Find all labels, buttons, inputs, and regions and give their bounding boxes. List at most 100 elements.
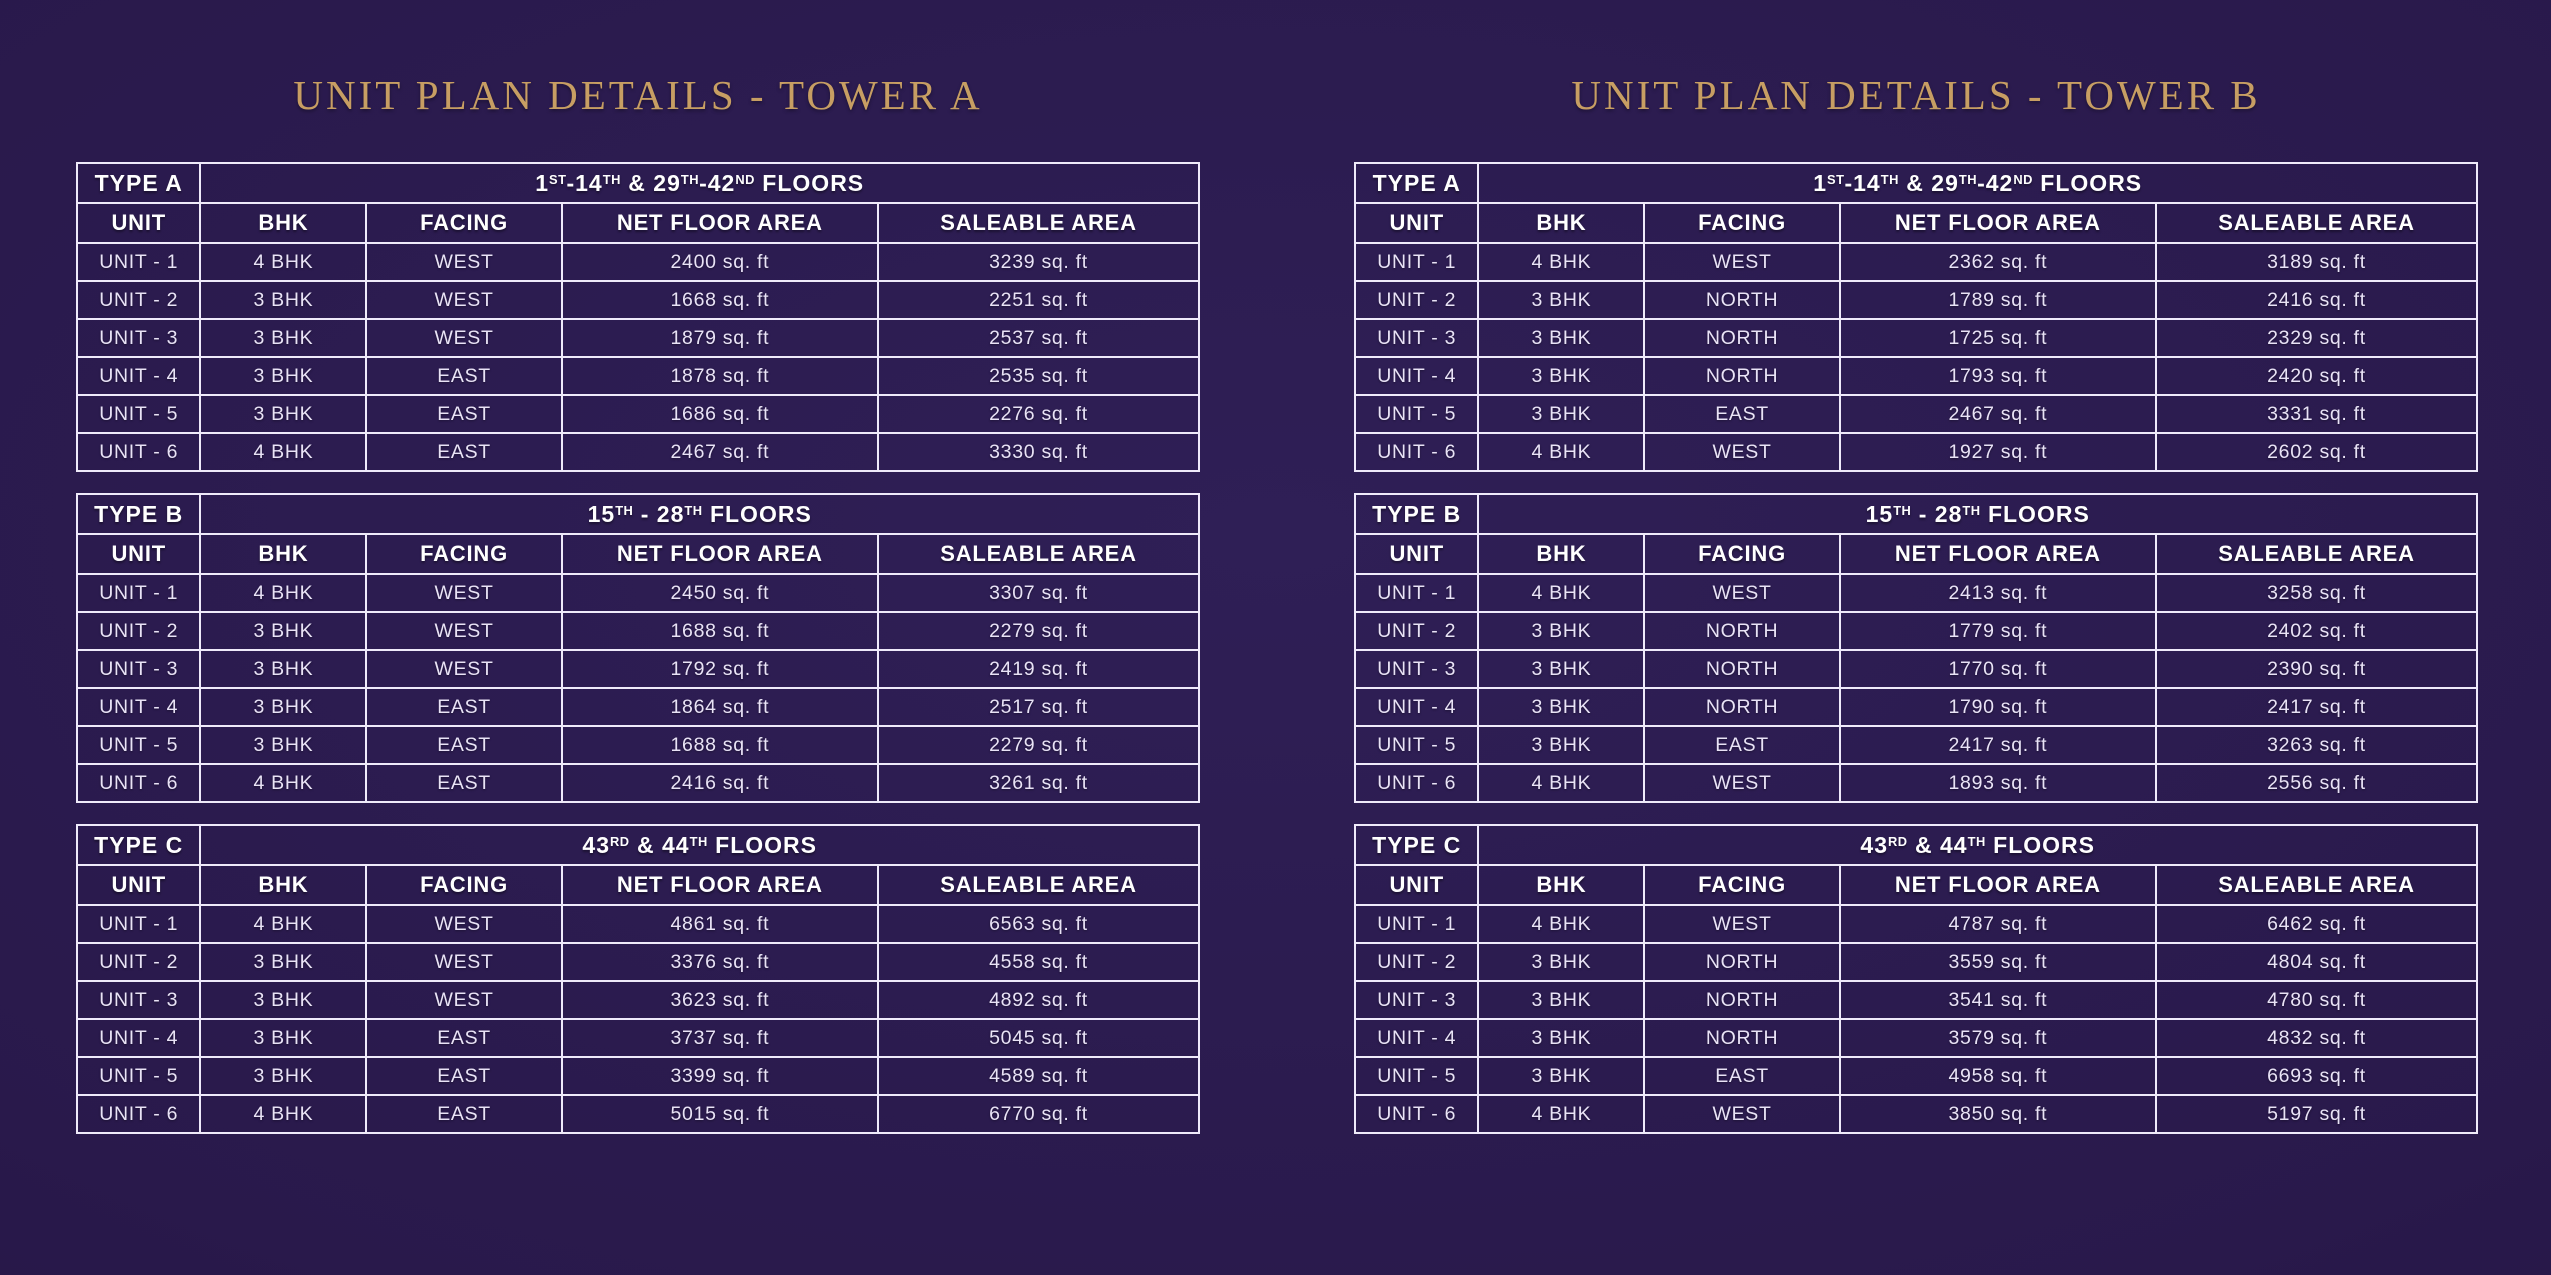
unit-cell: UNIT - 5 <box>75 725 202 765</box>
column-header-row: UNIT BHK FACING NET FLOOR AREA SALEABLE AREA <box>75 864 1200 906</box>
bhk-cell: 4 BHK <box>199 904 368 944</box>
bhk-cell: 3 BHK <box>199 318 368 358</box>
ordinal-superscript: TH <box>680 171 700 187</box>
facing-cell: NORTH <box>1643 318 1841 358</box>
facing-cell: EAST <box>365 1018 563 1058</box>
column-header: FACING <box>365 533 563 575</box>
column-header: FACING <box>1643 202 1841 244</box>
saleable-area-cell: 3263 sq. ft <box>2155 725 2478 765</box>
net-floor-area-cell: 1770 sq. ft <box>1838 649 2158 689</box>
facing-cell: NORTH <box>1643 356 1841 396</box>
net-floor-area-cell: 1790 sq. ft <box>1838 687 2158 727</box>
bhk-cell: 4 BHK <box>199 1094 368 1134</box>
saleable-area-cell: 2279 sq. ft <box>877 611 1200 651</box>
unit-cell: UNIT - 3 <box>1353 649 1480 689</box>
unit-plan-table: TYPE C 43RD & 44TH FLOORS UNIT BHK FACING NET… <box>75 824 1200 1134</box>
column-header: BHK <box>1477 202 1646 244</box>
column-header-row: UNIT BHK FACING NET FLOOR AREA SALEABLE AREA <box>1353 864 2478 906</box>
facing-cell: WEST <box>365 573 563 613</box>
ordinal-superscript: TH <box>1967 833 1986 849</box>
bhk-cell: 3 BHK <box>1477 649 1646 689</box>
net-floor-area-cell: 2467 sq. ft <box>560 432 880 472</box>
saleable-area-cell: 3330 sq. ft <box>877 432 1200 472</box>
net-floor-area-cell: 1789 sq. ft <box>1838 280 2158 320</box>
net-floor-area-cell: 4787 sq. ft <box>1838 904 2158 944</box>
column-header: FACING <box>365 202 563 244</box>
unit-cell: UNIT - 4 <box>75 1018 202 1058</box>
net-floor-area-cell: 1686 sq. ft <box>560 394 880 434</box>
saleable-area-cell: 3331 sq. ft <box>2155 394 2478 434</box>
net-floor-area-cell: 3579 sq. ft <box>1838 1018 2158 1058</box>
tower-a-tables: TYPE A 1ST-14TH & 29TH-42ND FLOORS UNIT BHK… <box>75 162 1200 1134</box>
tower-a-title: UNIT PLAN DETAILS - TOWER A <box>293 72 983 118</box>
net-floor-area-cell: 1792 sq. ft <box>560 649 880 689</box>
bhk-cell: 3 BHK <box>1477 394 1646 434</box>
net-floor-area-cell: 1688 sq. ft <box>560 611 880 651</box>
column-header: FACING <box>365 864 563 906</box>
ordinal-superscript: ST <box>549 171 567 187</box>
unit-plan-table: TYPE A 1ST-14TH & 29TH-42ND FLOORS UNIT BHK… <box>1353 162 2478 472</box>
tower-b-tables: TYPE A 1ST-14TH & 29TH-42ND FLOORS UNIT BHK… <box>1353 162 2478 1134</box>
ordinal-superscript: TH <box>1962 502 1981 518</box>
unit-cell: UNIT - 3 <box>75 318 202 358</box>
facing-cell: EAST <box>365 432 563 472</box>
bhk-cell: 3 BHK <box>199 1018 368 1058</box>
ordinal-superscript: TH <box>602 171 621 187</box>
unit-cell: UNIT - 1 <box>1353 573 1480 613</box>
facing-cell: EAST <box>1643 394 1841 434</box>
unit-cell: UNIT - 4 <box>1353 687 1480 727</box>
facing-cell: WEST <box>365 611 563 651</box>
floors-label: 15TH - 28TH FLOORS <box>1477 493 2478 535</box>
net-floor-area-cell: 2450 sq. ft <box>560 573 880 613</box>
bhk-cell: 3 BHK <box>199 649 368 689</box>
unit-cell: UNIT - 6 <box>1353 763 1480 803</box>
column-header: NET FLOOR AREA <box>560 202 880 244</box>
net-floor-area-cell: 4861 sq. ft <box>560 904 880 944</box>
bhk-cell: 3 BHK <box>1477 1056 1646 1096</box>
facing-cell: EAST <box>365 687 563 727</box>
net-floor-area-cell: 1893 sq. ft <box>1838 763 2158 803</box>
facing-cell: EAST <box>365 356 563 396</box>
unit-cell: UNIT - 3 <box>75 649 202 689</box>
saleable-area-cell: 3261 sq. ft <box>877 763 1200 803</box>
unit-cell: UNIT - 2 <box>1353 611 1480 651</box>
unit-cell: UNIT - 2 <box>75 942 202 982</box>
net-floor-area-cell: 3376 sq. ft <box>560 942 880 982</box>
unit-plan-table: TYPE B 15TH - 28TH FLOORS UNIT BHK FACING NET… <box>1353 493 2478 803</box>
saleable-area-cell: 2602 sq. ft <box>2155 432 2478 472</box>
column-header: SALEABLE AREA <box>877 202 1200 244</box>
net-floor-area-cell: 1668 sq. ft <box>560 280 880 320</box>
facing-cell: EAST <box>365 1056 563 1096</box>
saleable-area-cell: 5045 sq. ft <box>877 1018 1200 1058</box>
facing-cell: WEST <box>365 980 563 1020</box>
column-header: BHK <box>199 202 368 244</box>
bhk-cell: 3 BHK <box>1477 980 1646 1020</box>
bhk-cell: 3 BHK <box>199 611 368 651</box>
column-header: SALEABLE AREA <box>877 533 1200 575</box>
type-label: TYPE A <box>75 162 202 204</box>
bhk-cell: 3 BHK <box>1477 1018 1646 1058</box>
net-floor-area-cell: 3399 sq. ft <box>560 1056 880 1096</box>
ordinal-superscript: ST <box>1827 171 1845 187</box>
floors-label: 1ST-14TH & 29TH-42ND FLOORS <box>199 162 1200 204</box>
bhk-cell: 4 BHK <box>199 763 368 803</box>
saleable-area-cell: 2251 sq. ft <box>877 280 1200 320</box>
saleable-area-cell: 2537 sq. ft <box>877 318 1200 358</box>
facing-cell: WEST <box>1643 904 1841 944</box>
saleable-area-cell: 6462 sq. ft <box>2155 904 2478 944</box>
unit-plan-table: TYPE B 15TH - 28TH FLOORS UNIT BHK FACING NET… <box>75 493 1200 803</box>
bhk-cell: 4 BHK <box>199 242 368 282</box>
saleable-area-cell: 4804 sq. ft <box>2155 942 2478 982</box>
net-floor-area-cell: 3559 sq. ft <box>1838 942 2158 982</box>
saleable-area-cell: 2556 sq. ft <box>2155 763 2478 803</box>
